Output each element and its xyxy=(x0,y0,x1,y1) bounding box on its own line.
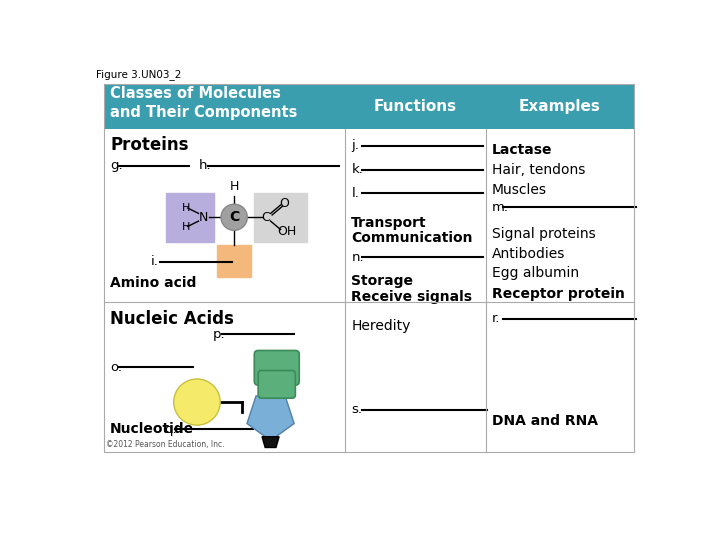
Text: p.: p. xyxy=(212,328,225,341)
Text: Communication: Communication xyxy=(351,231,473,245)
Text: Functions: Functions xyxy=(374,99,457,114)
Text: C: C xyxy=(261,211,269,224)
Circle shape xyxy=(221,204,248,231)
Text: Nucleic Acids: Nucleic Acids xyxy=(110,309,234,328)
Bar xyxy=(104,84,634,129)
Text: o.: o. xyxy=(110,361,122,374)
Bar xyxy=(104,84,634,452)
Text: Egg albumin: Egg albumin xyxy=(492,266,579,280)
Text: Storage: Storage xyxy=(351,274,413,288)
Text: Examples: Examples xyxy=(519,99,600,114)
FancyBboxPatch shape xyxy=(166,193,214,242)
FancyBboxPatch shape xyxy=(217,245,251,278)
Text: r.: r. xyxy=(492,313,500,326)
Text: H: H xyxy=(230,180,239,193)
Text: Nucleotide: Nucleotide xyxy=(110,422,194,436)
Text: Antibodies: Antibodies xyxy=(492,247,565,260)
FancyBboxPatch shape xyxy=(258,370,295,398)
Text: OH: OH xyxy=(277,225,297,238)
Text: DNA and RNA: DNA and RNA xyxy=(492,414,598,428)
Text: Lactase: Lactase xyxy=(492,143,552,157)
Text: N: N xyxy=(199,211,208,224)
Text: Classes of Molecules
and Their Components: Classes of Molecules and Their Component… xyxy=(110,86,297,120)
FancyBboxPatch shape xyxy=(254,193,307,242)
FancyBboxPatch shape xyxy=(254,350,300,385)
Text: Amino acid: Amino acid xyxy=(110,276,197,291)
Text: C: C xyxy=(229,210,239,224)
Text: s.: s. xyxy=(351,403,362,416)
Text: H: H xyxy=(182,203,190,213)
Text: Hair, tendons: Hair, tendons xyxy=(492,163,585,177)
Text: q.: q. xyxy=(164,422,177,435)
Text: Heredity: Heredity xyxy=(351,319,410,333)
Text: Muscles: Muscles xyxy=(492,183,546,197)
Text: H: H xyxy=(182,221,190,232)
Text: Receptor protein: Receptor protein xyxy=(492,287,625,301)
Text: Receive signals: Receive signals xyxy=(351,289,472,303)
Text: Figure 3.UN03_2: Figure 3.UN03_2 xyxy=(96,70,181,80)
Text: m.: m. xyxy=(492,201,509,214)
Polygon shape xyxy=(247,396,294,441)
Text: n.: n. xyxy=(351,251,364,264)
Text: l.: l. xyxy=(351,187,359,200)
Polygon shape xyxy=(262,437,279,448)
Text: g.: g. xyxy=(110,159,123,172)
Text: h.: h. xyxy=(199,159,211,172)
Text: Transport: Transport xyxy=(351,215,427,230)
Text: Proteins: Proteins xyxy=(110,137,189,154)
Text: k.: k. xyxy=(351,163,363,176)
Circle shape xyxy=(174,379,220,425)
Text: ©2012 Pearson Education, Inc.: ©2012 Pearson Education, Inc. xyxy=(106,440,224,449)
Text: i.: i. xyxy=(150,255,158,268)
Text: j.: j. xyxy=(351,139,359,152)
Text: O: O xyxy=(279,197,289,210)
Text: Signal proteins: Signal proteins xyxy=(492,227,595,241)
